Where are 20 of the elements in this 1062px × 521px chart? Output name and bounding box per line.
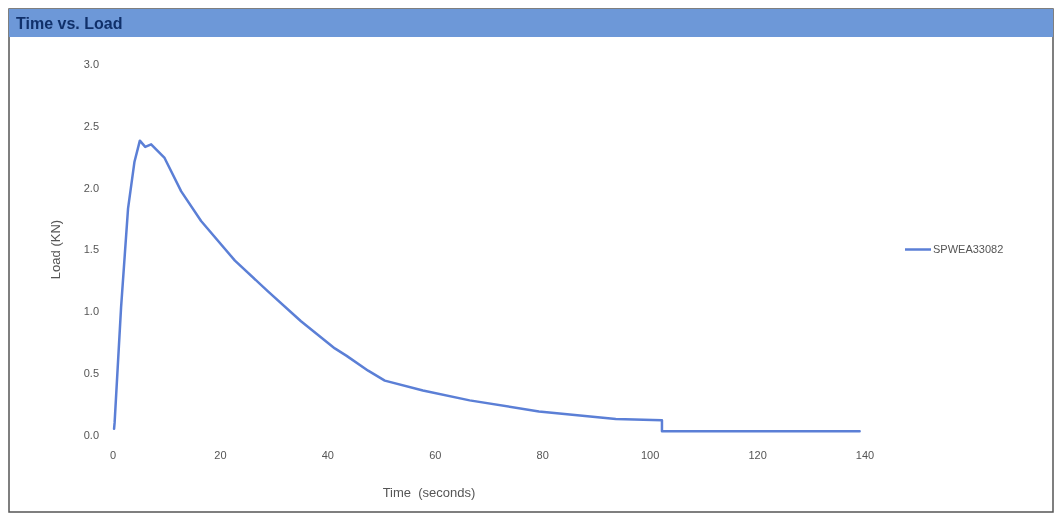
x-tick-label: 80 bbox=[536, 449, 549, 461]
y-tick-label: 1.0 bbox=[83, 305, 99, 318]
x-tick-label: 40 bbox=[321, 449, 334, 461]
y-tick-label: 0.5 bbox=[83, 367, 99, 380]
x-tick-label: 0 bbox=[109, 449, 117, 461]
y-tick-label: 2.5 bbox=[83, 119, 99, 132]
y-tick-label: 1.5 bbox=[83, 243, 99, 256]
y-tick-label: 0.0 bbox=[83, 428, 99, 441]
legend-label: SPWEA33082 bbox=[933, 243, 1004, 256]
x-tick-label: 20 bbox=[214, 449, 227, 461]
x-tick-label: 100 bbox=[640, 449, 660, 461]
line-series bbox=[112, 139, 861, 433]
y-tick-label: 3.0 bbox=[83, 57, 99, 70]
chart-title: Time vs. Load bbox=[16, 15, 123, 32]
x-tick-label: 60 bbox=[429, 449, 442, 461]
x-tick-label: 120 bbox=[748, 449, 767, 461]
y-axis-title: Load (KN) bbox=[48, 219, 63, 280]
y-tick-label: 2.0 bbox=[83, 181, 99, 194]
x-tick-label: 140 bbox=[855, 449, 875, 461]
x-axis-title: Time (seconds) bbox=[382, 485, 476, 500]
